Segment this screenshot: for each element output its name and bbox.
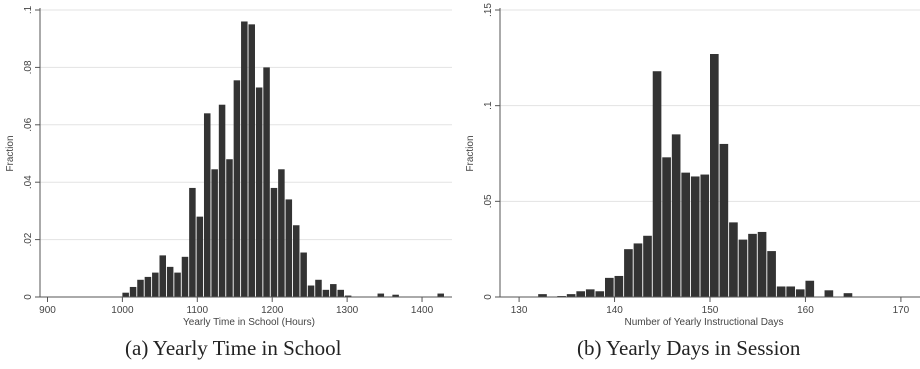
histogram-bar-a [270, 187, 278, 297]
histogram-bar-b [700, 174, 710, 297]
histogram-bar-a [144, 276, 152, 297]
y-tick-label-b: 0 [483, 294, 494, 300]
histogram-bar-b [795, 289, 805, 297]
caption-b: (b) Yearly Days in Session [577, 336, 801, 360]
x-tick-label-a: 1400 [411, 305, 434, 316]
histogram-bar-a [211, 169, 218, 297]
histogram-bar-b [776, 286, 786, 297]
histogram-bar-a [263, 67, 270, 298]
y-axis-title-b: Fraction [465, 135, 476, 171]
y-tick-label-a: .08 [23, 60, 34, 74]
y-tick-label-a: 0 [23, 294, 34, 300]
histogram-bar-a [218, 104, 226, 298]
x-tick-label-b: 160 [797, 305, 814, 316]
histogram-bar-a [203, 113, 211, 297]
x-axis-title-b: Number of Yearly Instructional Days [625, 317, 784, 328]
histogram-panel-a: 0 .02 .04 .06 .08 .1 900 1000 1100 1200 1300 1400 Fr… [5, 5, 452, 328]
histogram-bar-a [226, 159, 233, 297]
histogram-bar-a [189, 187, 196, 297]
histogram-bar-a [344, 295, 352, 297]
histogram-bar-b [671, 134, 681, 297]
histogram-bar-b [805, 280, 815, 297]
histogram-bar-a [122, 292, 129, 297]
histogram-bar-a [159, 255, 166, 297]
x-tick-label-b: 170 [893, 305, 910, 316]
histogram-bar-a [255, 87, 263, 298]
x-tick-label-b: 140 [606, 305, 623, 316]
y-tick-label-a: .1 [23, 5, 34, 14]
histogram-bar-b [643, 235, 652, 297]
histogram-bar-b [681, 172, 691, 297]
x-tick-label-b: 150 [702, 305, 719, 316]
x-tick-label-a: 1200 [261, 305, 284, 316]
histogram-bar-b [652, 71, 662, 297]
histogram-bar-b [824, 290, 834, 297]
x-tick-label-a: 900 [39, 305, 56, 316]
histogram-bar-b [633, 243, 643, 297]
histogram-bar-b [614, 275, 624, 297]
x-tick-label-a: 1300 [336, 305, 359, 316]
histogram-bar-b [767, 251, 776, 297]
x-tick-label-b: 130 [511, 305, 528, 316]
histogram-bar-b [719, 143, 729, 297]
caption-a: (a) Yearly Time in School [125, 336, 342, 360]
histogram-bar-b [566, 294, 576, 297]
y-tick-label-a: .06 [23, 117, 34, 131]
x-tick-label-a: 1000 [111, 305, 134, 316]
histogram-bar-b [585, 289, 595, 297]
histogram-bar-a [392, 294, 399, 297]
histogram-bar-b [662, 157, 671, 297]
histogram-bar-a [166, 266, 174, 297]
histogram-bar-a [285, 199, 293, 297]
histogram-bar-a [152, 272, 159, 297]
histogram-bar-a [241, 21, 248, 297]
histogram-bar-a [300, 252, 307, 297]
histogram-bar-b [738, 239, 748, 297]
y-axis-title-a: Fraction [5, 135, 16, 171]
histogram-bar-a [322, 289, 330, 297]
histogram-bar-b [538, 294, 547, 297]
histogram-bar-a [129, 286, 137, 297]
histogram-bar-b [786, 286, 796, 297]
y-tick-label-b: .05 [483, 194, 494, 208]
histogram-bar-b [710, 54, 719, 297]
histogram-bar-a [315, 279, 322, 297]
histogram-bar-a [248, 24, 255, 297]
x-tick-label-a: 1100 [187, 305, 209, 316]
histogram-bar-a [330, 284, 337, 297]
histogram-bar-a [196, 216, 204, 297]
histogram-bar-a [437, 293, 444, 297]
histogram-bar-a [292, 225, 300, 297]
histogram-bar-a [174, 272, 181, 297]
y-tick-label-a: .02 [23, 232, 34, 246]
histogram-bar-a [278, 169, 285, 297]
histogram-bar-b [605, 277, 614, 297]
histogram-bar-b [595, 291, 605, 297]
y-tick-label-a: .04 [23, 175, 34, 189]
histogram-bar-a [233, 80, 241, 297]
histogram-panel-b: 0 .05 .1 .15 130 140 150 160 170 Fraction Number o… [465, 3, 920, 328]
histogram-bar-a [307, 285, 315, 297]
y-tick-label-b: .15 [483, 3, 494, 17]
histogram-bar-a [137, 279, 144, 297]
x-axis-title-a: Yearly Time in School (Hours) [183, 317, 315, 328]
histogram-bar-b [748, 233, 757, 297]
histogram-bar-b [729, 222, 738, 297]
histogram-bar-a [337, 289, 344, 297]
histogram-bar-b [757, 231, 767, 297]
histogram-bar-a [181, 256, 189, 297]
histogram-bar-b [624, 249, 633, 297]
histogram-bar-a [377, 293, 385, 297]
histogram-bar-b [576, 291, 586, 297]
y-tick-label-b: .1 [483, 101, 494, 110]
histogram-bar-b [843, 293, 853, 297]
histogram-bar-b [690, 176, 700, 297]
